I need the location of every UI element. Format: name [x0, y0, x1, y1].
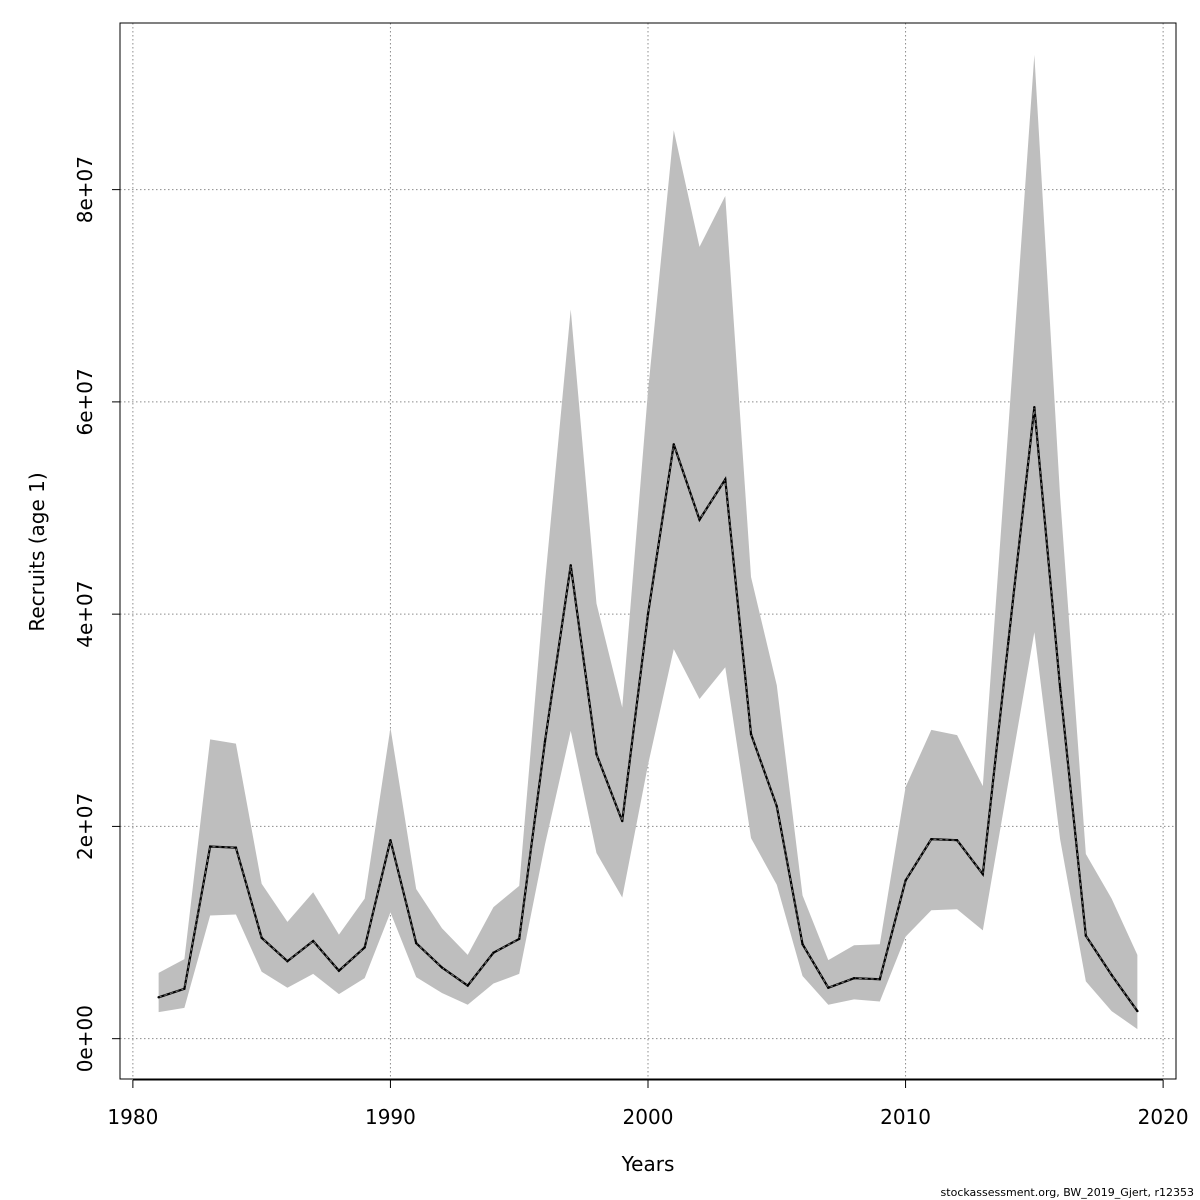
estimate-point: [904, 879, 907, 882]
estimate-point: [698, 518, 701, 521]
estimate-point: [672, 443, 675, 446]
y-tick-label: 2e+07: [73, 793, 97, 860]
footer-credit: stockassessment.org, BW_2019_Gjert, r123…: [940, 1186, 1194, 1199]
estimate-point: [749, 732, 753, 736]
estimate-point: [363, 946, 366, 949]
confidence-band: [158, 54, 1138, 1030]
x-tick-label: 2000: [623, 1105, 674, 1129]
y-axis: 0e+00 2e+07 4e+07 6e+07 8e+07: [73, 156, 121, 1072]
estimate-point: [827, 986, 830, 989]
y-tick-label: 4e+07: [73, 581, 97, 648]
x-tick-label: 1990: [365, 1105, 416, 1129]
estimate-points: [157, 405, 1139, 1013]
estimate-point: [1007, 638, 1010, 641]
estimate-point: [543, 740, 547, 743]
estimate-point: [492, 951, 495, 954]
y-tick-label: 0e+00: [73, 1005, 97, 1072]
estimate-point: [955, 839, 959, 842]
estimate-point: [775, 805, 778, 808]
estimate-point: [930, 837, 933, 841]
estimate-point: [981, 872, 985, 876]
x-axis: 1980 1990 2000 2010 2020: [107, 1079, 1189, 1129]
estimate-point: [208, 845, 212, 848]
y-axis-title: Recruits (age 1): [25, 472, 49, 631]
estimate-point: [852, 976, 856, 980]
estimate-point: [801, 943, 804, 946]
x-axis-title: Years: [621, 1152, 675, 1176]
x-tick-label: 2020: [1138, 1105, 1189, 1129]
estimate-point: [878, 978, 882, 981]
estimate-point: [518, 937, 521, 941]
estimate-point: [724, 478, 727, 481]
y-tick-label: 6e+07: [73, 368, 97, 435]
estimate-point: [286, 959, 289, 963]
estimate-point: [311, 939, 315, 943]
estimate-point: [183, 987, 186, 990]
estimate-point: [389, 839, 392, 842]
estimate-point: [621, 819, 624, 823]
y-tick-label: 8e+07: [73, 156, 97, 223]
estimate-point: [569, 564, 572, 567]
estimate-point: [157, 996, 160, 999]
estimate-point: [595, 753, 598, 756]
estimate-point: [260, 936, 263, 940]
estimate-point: [466, 984, 469, 987]
x-tick-label: 2010: [880, 1105, 931, 1129]
estimate-point: [234, 846, 238, 849]
estimate-point: [1033, 405, 1036, 409]
estimate-point: [1136, 1009, 1139, 1013]
estimate-point: [337, 969, 341, 972]
estimate-point: [440, 966, 444, 969]
estimate-point: [414, 941, 418, 945]
x-tick-label: 1980: [107, 1105, 158, 1129]
estimate-point: [1058, 686, 1062, 689]
estimate-point: [646, 612, 650, 616]
estimate-point: [1084, 934, 1088, 937]
estimate-point: [1110, 973, 1113, 977]
